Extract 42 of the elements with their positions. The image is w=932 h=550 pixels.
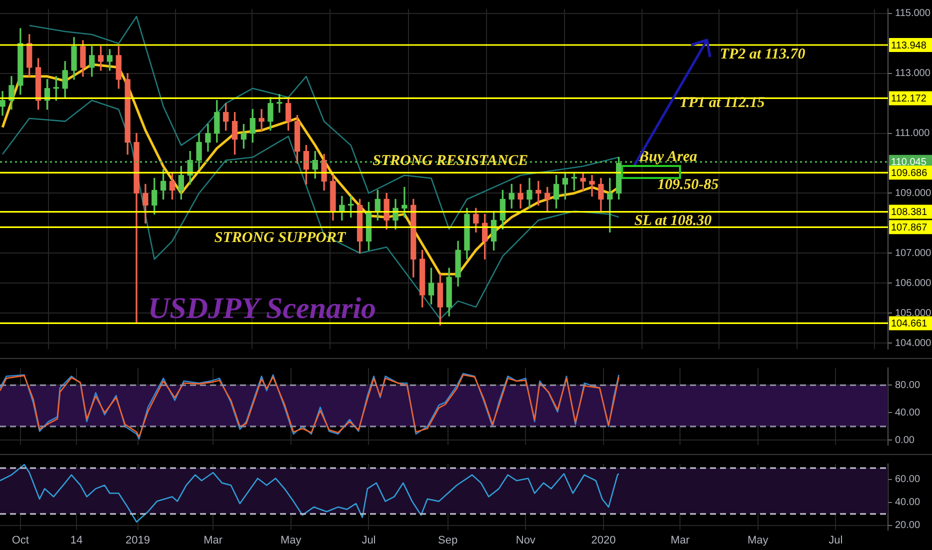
x-tick-label: May (280, 534, 302, 547)
ref-line-label: 104.661 (891, 318, 928, 330)
x-tick-label: Mar (204, 534, 223, 547)
ref-line-label: 110.045 (891, 157, 927, 168)
annotation: USDJPY Scenario (148, 292, 376, 325)
y-tick-label: 20.00 (895, 520, 920, 532)
x-tick-label: 14 (70, 534, 83, 547)
y-tick-label: 107.000 (895, 248, 932, 259)
candlestick (589, 174, 595, 197)
x-tick-label: 2019 (126, 534, 150, 547)
y-tick-label: 115.000 (895, 8, 931, 20)
ref-line-label: 107.867 (891, 222, 928, 234)
x-tick-label: Jul (828, 534, 843, 547)
ref-line-label: 108.381 (891, 207, 928, 218)
y-tick-label: 113.000 (895, 68, 931, 80)
x-tick-label: Nov (516, 534, 536, 547)
x-tick-label: 2020 (591, 534, 616, 547)
annotation: STRONG SUPPORT (214, 230, 346, 246)
y-tick-label: 40.00 (895, 497, 920, 508)
ref-line-label: 113.948 (891, 40, 927, 52)
y-tick-label: 111.000 (895, 128, 930, 140)
x-tick-label: Mar (670, 534, 690, 547)
y-tick-label: 40.00 (895, 407, 920, 418)
x-tick-label: Oct (12, 534, 29, 547)
x-tick-label: May (747, 534, 769, 547)
candlestick (258, 109, 264, 131)
y-tick-label: 60.00 (895, 474, 920, 486)
annotation: 109.50-85 (657, 176, 720, 193)
annotation: SL at 108.30 (634, 212, 712, 229)
y-tick-label: 106.000 (895, 278, 932, 289)
ref-line-label: 109.686 (891, 168, 928, 179)
y-tick-label: 0.00 (895, 434, 915, 446)
candlestick (402, 186, 408, 218)
y-tick-label: 80.00 (895, 380, 920, 391)
ref-line-label: 112.172 (891, 93, 927, 104)
x-tick-label: Sep (438, 534, 458, 547)
y-tick-label: 104.000 (895, 338, 932, 349)
annotation: STRONG RESISTANCE (372, 152, 528, 169)
y-tick-label: 109.000 (895, 188, 932, 199)
annotation: TP2 at 113.70 (720, 46, 806, 62)
annotation: TP1 at 112.15 (679, 94, 766, 111)
x-tick-label: Jul (362, 534, 376, 547)
